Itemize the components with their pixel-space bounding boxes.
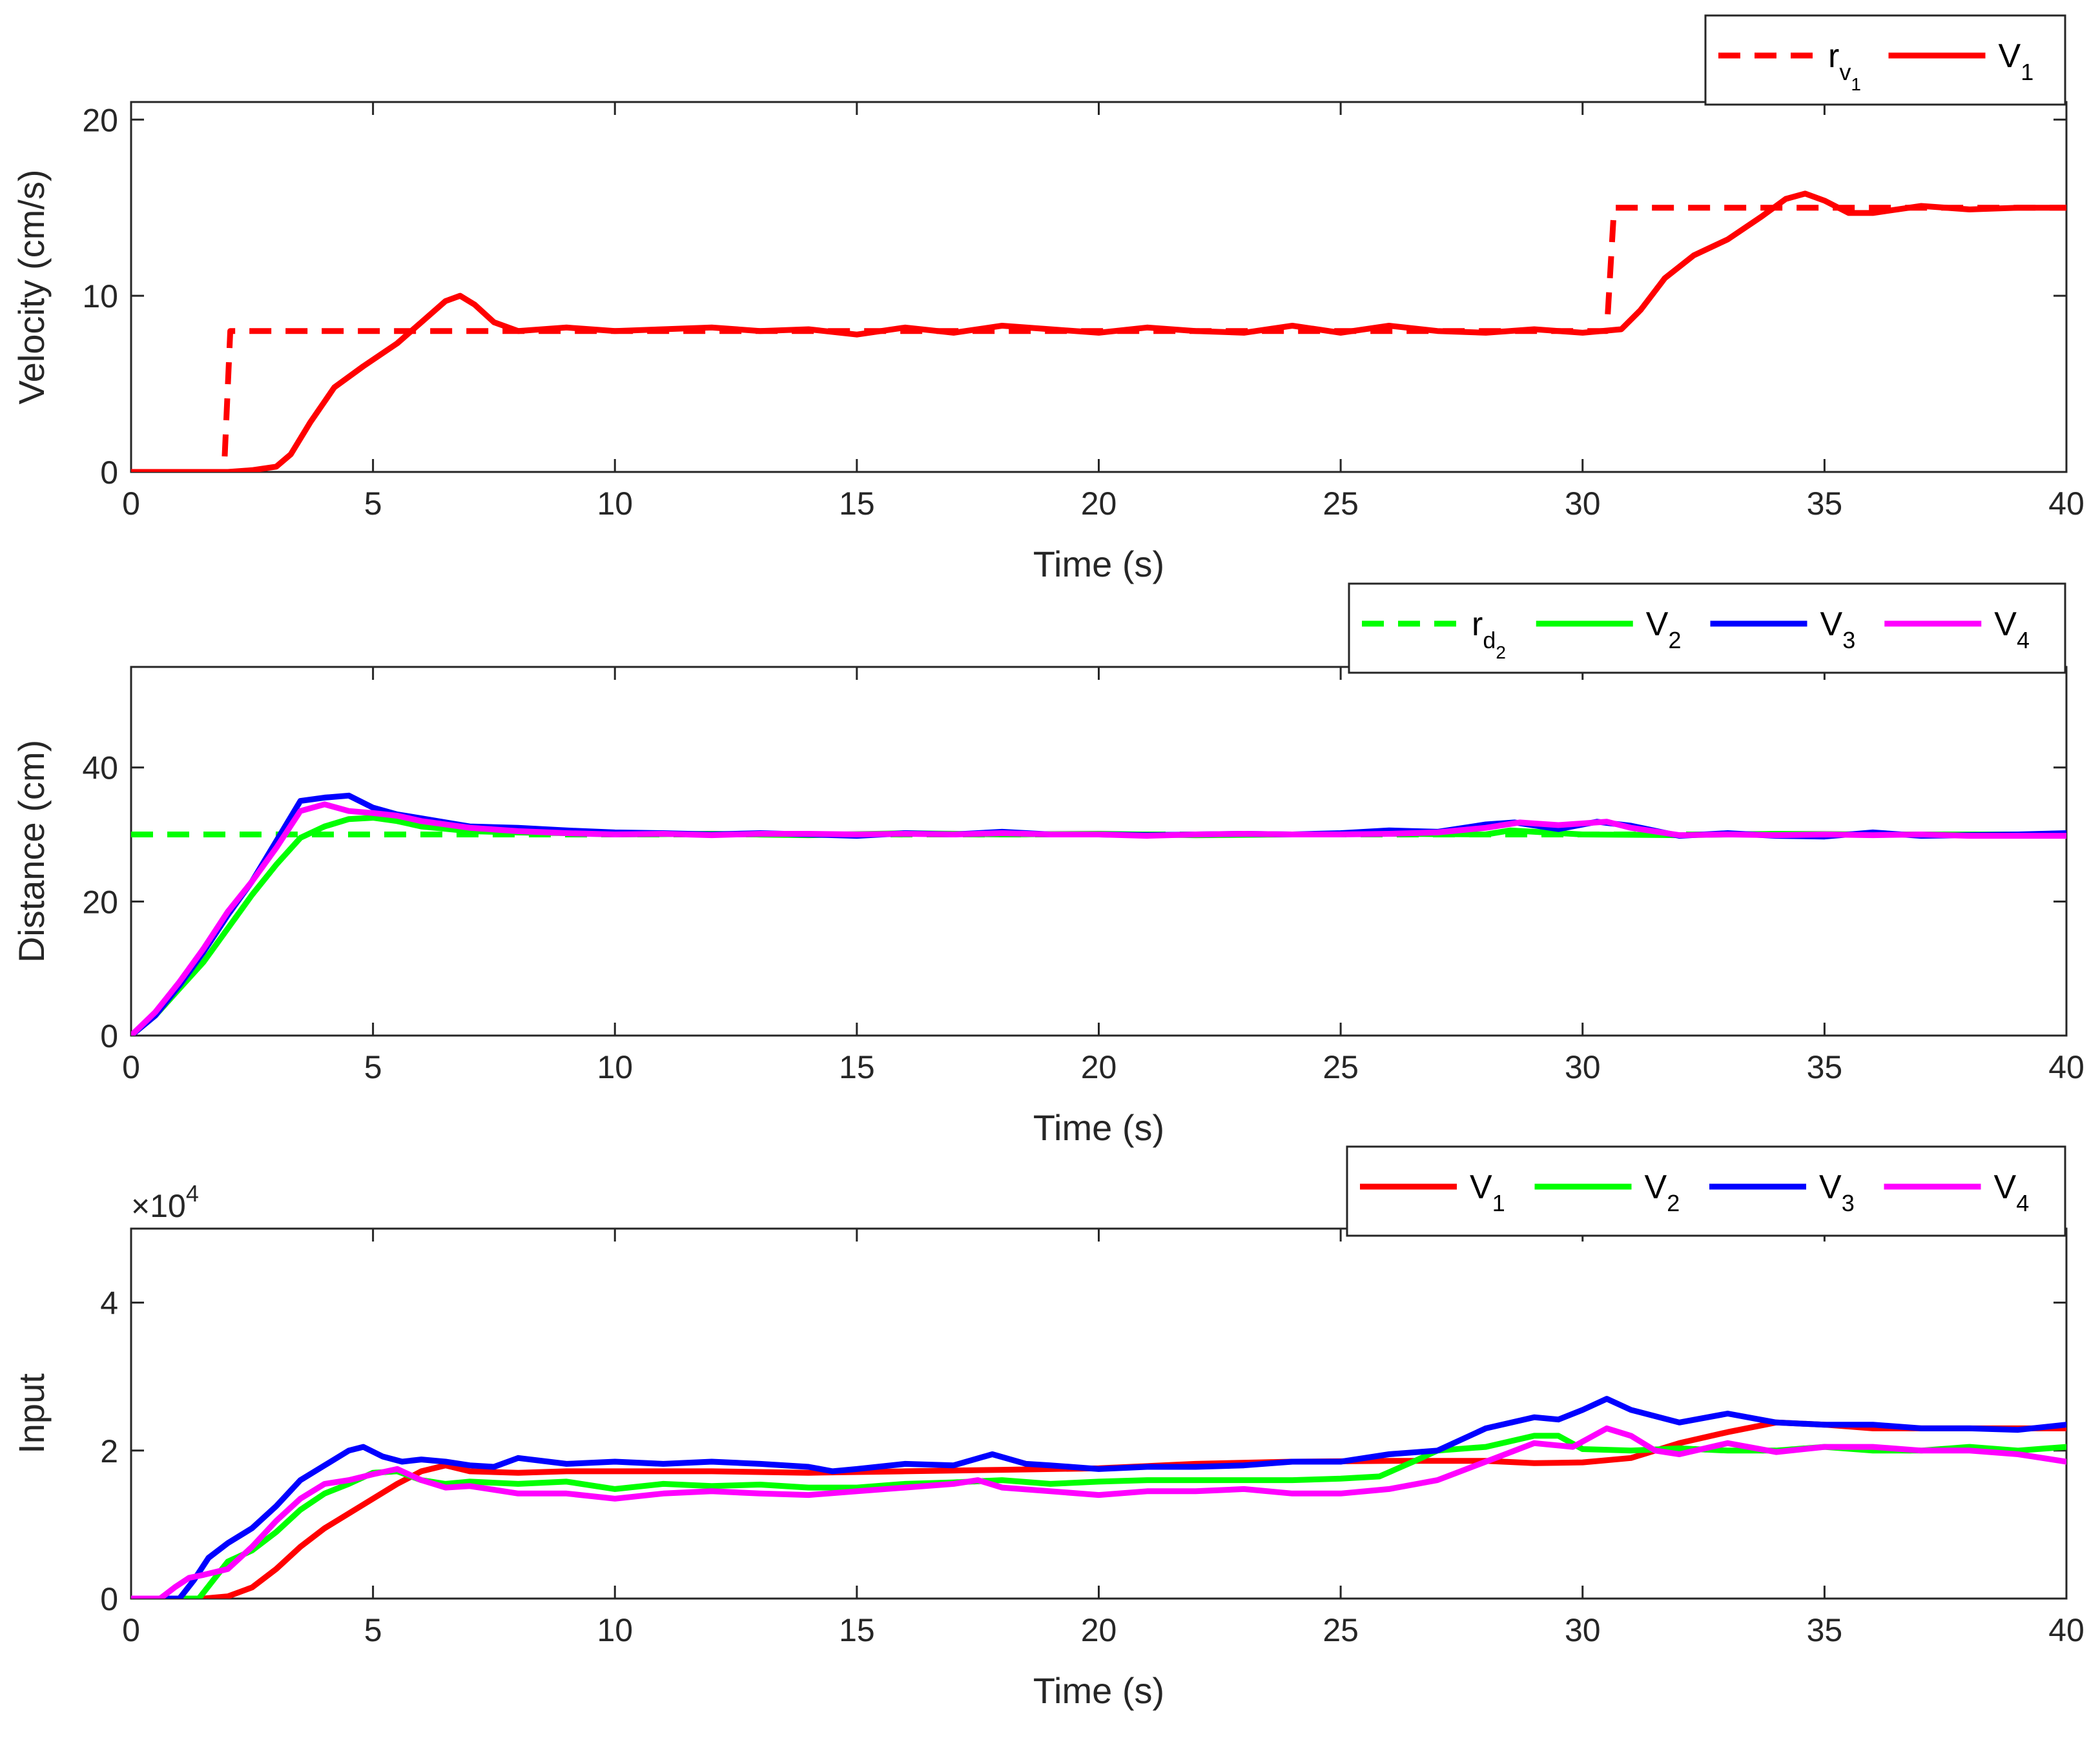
series-line-v1 <box>131 190 2066 472</box>
x-tick-label: 20 <box>1081 1049 1117 1085</box>
y-tick-label: 10 <box>82 278 118 314</box>
legend-label-sub: 2 <box>1667 1190 1680 1216</box>
legend-label-subsub: 1 <box>1851 74 1861 94</box>
x-tick-label: 5 <box>364 1049 382 1085</box>
plot-frame <box>130 101 2068 473</box>
x-tick-label: 0 <box>122 1049 140 1085</box>
x-tick-label: 20 <box>1081 486 1117 522</box>
x-tick-label: 15 <box>839 1049 875 1085</box>
y-tick-label: 20 <box>82 884 118 920</box>
legend-label-sub: v <box>1839 59 1851 85</box>
legend-box <box>1346 1145 2066 1237</box>
y-tick-label: 20 <box>82 102 118 138</box>
x-tick-label: 25 <box>1323 1049 1359 1085</box>
series-line-v2 <box>131 1433 2066 1599</box>
y-axis-label: Distance (cm) <box>11 740 52 963</box>
legend-label-sub: 3 <box>1842 627 1855 653</box>
legend-label-subsub: 2 <box>1496 642 1506 662</box>
x-tick-label: 10 <box>597 1612 633 1648</box>
legend-label-sub: 2 <box>1668 627 1681 653</box>
series-lines <box>131 1396 2066 1599</box>
x-tick-label: 5 <box>364 486 382 522</box>
legend-label-sub: 4 <box>2017 627 2030 653</box>
x-tick-label: 25 <box>1323 1612 1359 1648</box>
x-axis-label: Time (s) <box>1033 544 1164 584</box>
plot-frame <box>130 666 2068 1037</box>
y-tick-label: 0 <box>100 455 118 491</box>
x-tick-label: 10 <box>597 1049 633 1085</box>
legend-box <box>1348 582 2066 674</box>
legend: V1 V2 V3 V4 <box>1346 1145 2066 1237</box>
x-tick-label: 15 <box>839 1612 875 1648</box>
x-tick-label: 5 <box>364 1612 382 1648</box>
x-tick-label: 0 <box>122 486 140 522</box>
series-lines <box>131 792 2066 1036</box>
legend-label-sub: 1 <box>1492 1190 1505 1216</box>
legend-box <box>1704 14 2066 106</box>
x-tick-label: 10 <box>597 486 633 522</box>
x-tick-label: 35 <box>1807 1049 1843 1085</box>
x-tick-label: 40 <box>2048 1612 2085 1648</box>
x-axis-label: Time (s) <box>1033 1107 1164 1148</box>
x-tick-label: 30 <box>1565 1049 1601 1085</box>
series-line-v4 <box>131 1425 2066 1599</box>
x-tick-label: 20 <box>1081 1612 1117 1648</box>
x-tick-label: 15 <box>839 486 875 522</box>
y-tick-label: 40 <box>82 750 118 786</box>
x-tick-label: 0 <box>122 1612 140 1648</box>
input-panel: 0 5 10 15 20 25 30 35 40 0 2 4 Time (s) Input ×104 V1 V2… <box>11 1145 2085 1711</box>
y-tick-label: 4 <box>100 1285 118 1322</box>
legend-label-sub: 1 <box>2021 59 2033 85</box>
series-line-v1 <box>131 1419 2066 1599</box>
y-axis-label: Velocity (cm/s) <box>11 169 52 404</box>
x-tick-label: 25 <box>1323 486 1359 522</box>
series-lines <box>131 190 2066 472</box>
y-tick-label: 0 <box>100 1018 118 1054</box>
x-axis-label: Time (s) <box>1033 1670 1164 1711</box>
plot-frame <box>130 1227 2068 1600</box>
x-tick-label: 30 <box>1565 1612 1601 1648</box>
x-tick-label: 30 <box>1565 486 1601 522</box>
legend-label-sub: d <box>1483 627 1496 653</box>
series-line-v4 <box>131 801 2066 1036</box>
legend-label-sub: 4 <box>2016 1190 2029 1216</box>
x-tick-label: 35 <box>1807 1612 1843 1648</box>
y-exponent-label: ×104 <box>131 1180 199 1224</box>
y-axis-label: Input <box>11 1373 52 1454</box>
series-line-v3 <box>131 1396 2066 1599</box>
x-tick-label: 40 <box>2048 1049 2085 1085</box>
legend-label-sub: 3 <box>1842 1190 1855 1216</box>
y-tick-label: 2 <box>100 1433 118 1469</box>
x-tick-label: 40 <box>2048 486 2085 522</box>
y-exponent-power: 4 <box>186 1180 199 1207</box>
y-tick-label: 0 <box>100 1581 118 1617</box>
x-tick-label: 35 <box>1807 486 1843 522</box>
velocity-panel: 0 5 10 15 20 25 30 35 40 0 10 20 Time (s) Velocity (c… <box>11 14 2085 584</box>
distance-panel: 0 5 10 15 20 25 30 35 40 0 20 40 Time (s) Distance (c… <box>11 582 2085 1148</box>
